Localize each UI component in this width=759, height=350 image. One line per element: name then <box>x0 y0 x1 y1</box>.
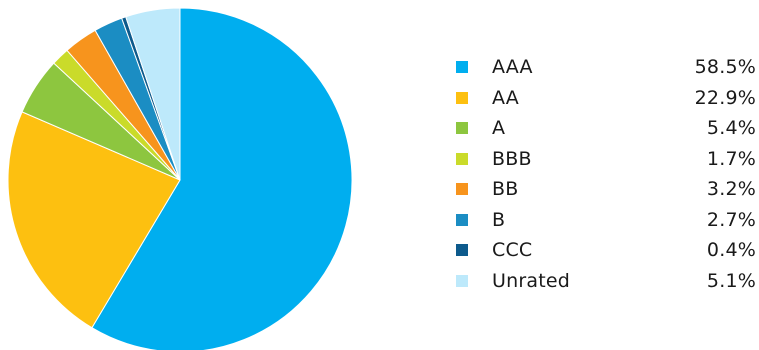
legend-label: B <box>492 208 506 231</box>
legend-label: AAA <box>492 56 533 79</box>
legend-item-unrated: Unrated 5.1% <box>456 266 756 297</box>
legend-swatch <box>456 274 468 287</box>
legend-label: BBB <box>492 147 532 170</box>
legend-item-bbb: BBB 1.7% <box>456 144 756 175</box>
legend-swatch <box>456 244 468 257</box>
legend-value: 3.2% <box>706 178 756 201</box>
legend-item-a: A 5.4% <box>456 113 756 144</box>
legend-value: 2.7% <box>706 208 756 231</box>
legend-swatch <box>456 122 468 135</box>
legend-value: 22.9% <box>694 86 756 109</box>
legend-item-b: B 2.7% <box>456 205 756 236</box>
legend-item-aa: AA 22.9% <box>456 83 756 114</box>
legend-swatch <box>456 61 468 74</box>
legend-swatch <box>456 213 468 226</box>
legend-value: 5.1% <box>706 269 756 292</box>
pie-slice-unrated <box>125 7 181 181</box>
legend-label: BB <box>492 178 519 201</box>
legend-label: A <box>492 117 506 140</box>
legend-value: 0.4% <box>706 239 756 262</box>
pie-slice-aa <box>7 111 181 329</box>
legend: AAA 58.5% AA 22.9% A 5.4% BBB 1.7% BB 3.… <box>456 52 756 296</box>
legend-value: 58.5% <box>694 56 756 79</box>
legend-item-bb: BB 3.2% <box>456 174 756 205</box>
legend-item-ccc: CCC 0.4% <box>456 235 756 266</box>
legend-value: 5.4% <box>706 117 756 140</box>
legend-label: CCC <box>492 239 533 262</box>
legend-label: Unrated <box>492 269 571 292</box>
legend-swatch <box>456 91 468 104</box>
legend-swatch <box>456 183 468 196</box>
legend-swatch <box>456 152 468 165</box>
legend-value: 1.7% <box>706 147 756 170</box>
legend-item-aaa: AAA 58.5% <box>456 52 756 83</box>
pie-slice-aaa <box>91 7 353 350</box>
pie-chart <box>7 7 353 350</box>
legend-label: AA <box>492 86 519 109</box>
